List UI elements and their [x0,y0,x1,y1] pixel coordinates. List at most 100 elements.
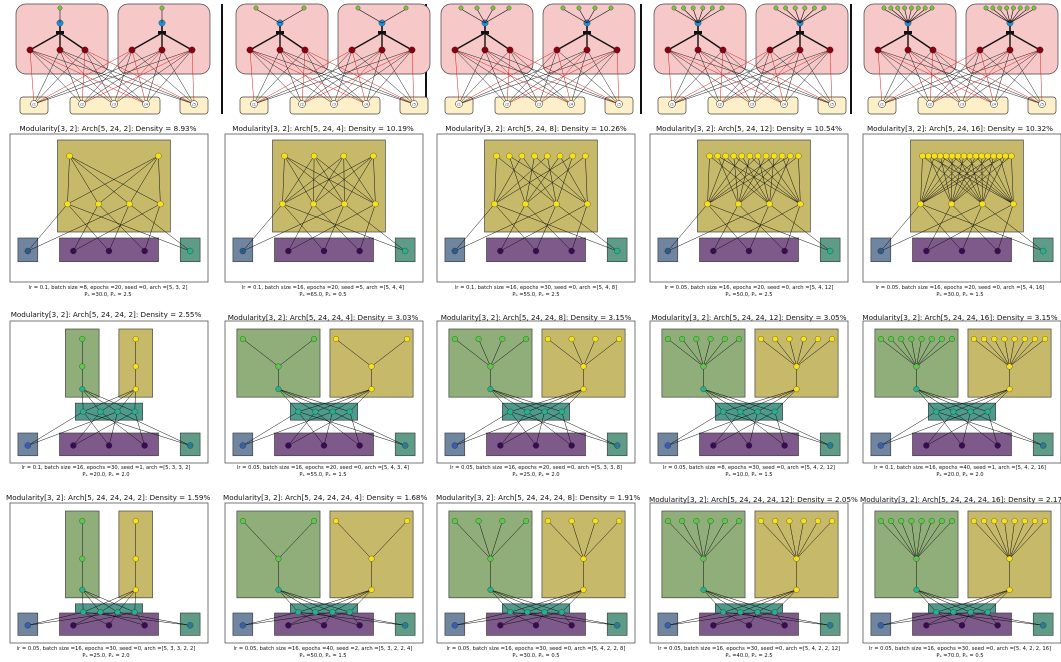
output-node [518,152,526,160]
network-edge [284,155,314,205]
network-edge [253,49,353,105]
output-node [829,518,836,524]
hidden-node [368,363,375,370]
hidden-node [793,555,800,562]
network-edge [298,589,372,613]
network-edge [697,32,724,51]
output-node [757,518,764,524]
input-node [190,100,198,108]
network-edge [1009,8,1021,24]
network-edge [749,155,801,205]
hidden-node [1006,386,1013,393]
shared-node [295,609,302,616]
output-node [928,336,935,342]
row3-title-5: Modularity[3, 2]: Arch[5, 24, 24, 24, 16… [860,495,1061,504]
network-edge [73,611,135,626]
input-node [78,100,86,108]
output-node [943,152,950,160]
network-edge [877,49,995,105]
output-leaf-node [983,5,989,11]
network-edge [1009,520,1036,559]
output-leaf-node [922,5,928,11]
input-node [105,442,113,449]
network-edge [951,155,1014,205]
network-edge [332,411,406,446]
network-edge [191,49,195,105]
hidden-node [132,555,139,562]
network-edge [100,411,145,446]
output-node [978,152,985,160]
input-node [877,442,884,449]
network-edge [1009,8,1035,24]
input-node [24,442,31,449]
row3-params-1: Pₐ =25.0, Pₑ = 2.0 [82,653,130,659]
network-edge [279,49,303,105]
input-node [285,622,292,629]
network-edge [490,520,527,559]
network-edge [916,589,971,613]
network-edge [757,411,831,446]
network-edge [799,8,815,24]
hidden-node [372,200,379,208]
network-edge [73,203,99,252]
output-node [523,336,529,342]
row3-caption-4: lr = 0.05, batch size =16, epochs =30, s… [657,646,841,652]
hidden-node [766,46,774,54]
hidden-node [301,46,309,54]
network-edge [506,49,511,105]
hidden-node [56,46,64,54]
network-edge [301,49,383,105]
output-node [786,518,793,524]
network-edge [916,589,954,613]
network-edge [1011,155,1014,205]
network-edge [544,388,584,412]
output-node [706,152,713,160]
input-node-label: c5 [617,103,621,107]
input-node [748,100,756,108]
network-edge [789,520,797,559]
output-leaf-node [403,5,409,11]
hidden-node [913,363,920,370]
network-edge [279,49,367,105]
input-node [410,100,418,108]
network-edge [717,155,739,205]
row1-params-2: Pₐ =65.0, Pₑ = 0.5 [299,292,347,298]
output-node [779,152,786,160]
input-node-label: c3 [750,103,754,107]
network-edge [506,49,588,105]
network-edge [490,388,528,412]
hidden-node [481,46,489,54]
input-node [362,100,370,108]
network-edge [671,49,699,105]
network-edge [740,611,785,626]
network-edge [719,49,771,105]
hidden-node [917,200,924,208]
network-edge [982,203,1044,252]
hidden-node [1006,46,1014,54]
network-edge [571,338,584,367]
network-edge [535,411,545,446]
network-edge [774,338,797,367]
output-node [996,152,1003,160]
network-edge [510,589,584,613]
network-edge [667,338,704,367]
output-node [568,518,575,524]
network-edge [454,520,491,559]
network-edge [556,32,588,51]
network-edge [784,203,801,252]
network-edge [29,49,195,105]
network-edge [979,32,1011,51]
output-node [506,152,513,160]
network-edge [994,338,1010,367]
network-edge [881,49,909,105]
network-edge [707,155,791,205]
network-edge [335,520,372,559]
network-edge [454,49,572,105]
module-box [337,3,431,75]
output-node [898,518,905,524]
row2-title-5: Modularity[3, 2]: Arch[5, 24, 24, 16]: D… [862,313,1058,322]
network-edge [113,49,163,105]
network-edge [616,49,620,105]
network-edge [373,155,376,205]
network-edge [27,411,84,446]
